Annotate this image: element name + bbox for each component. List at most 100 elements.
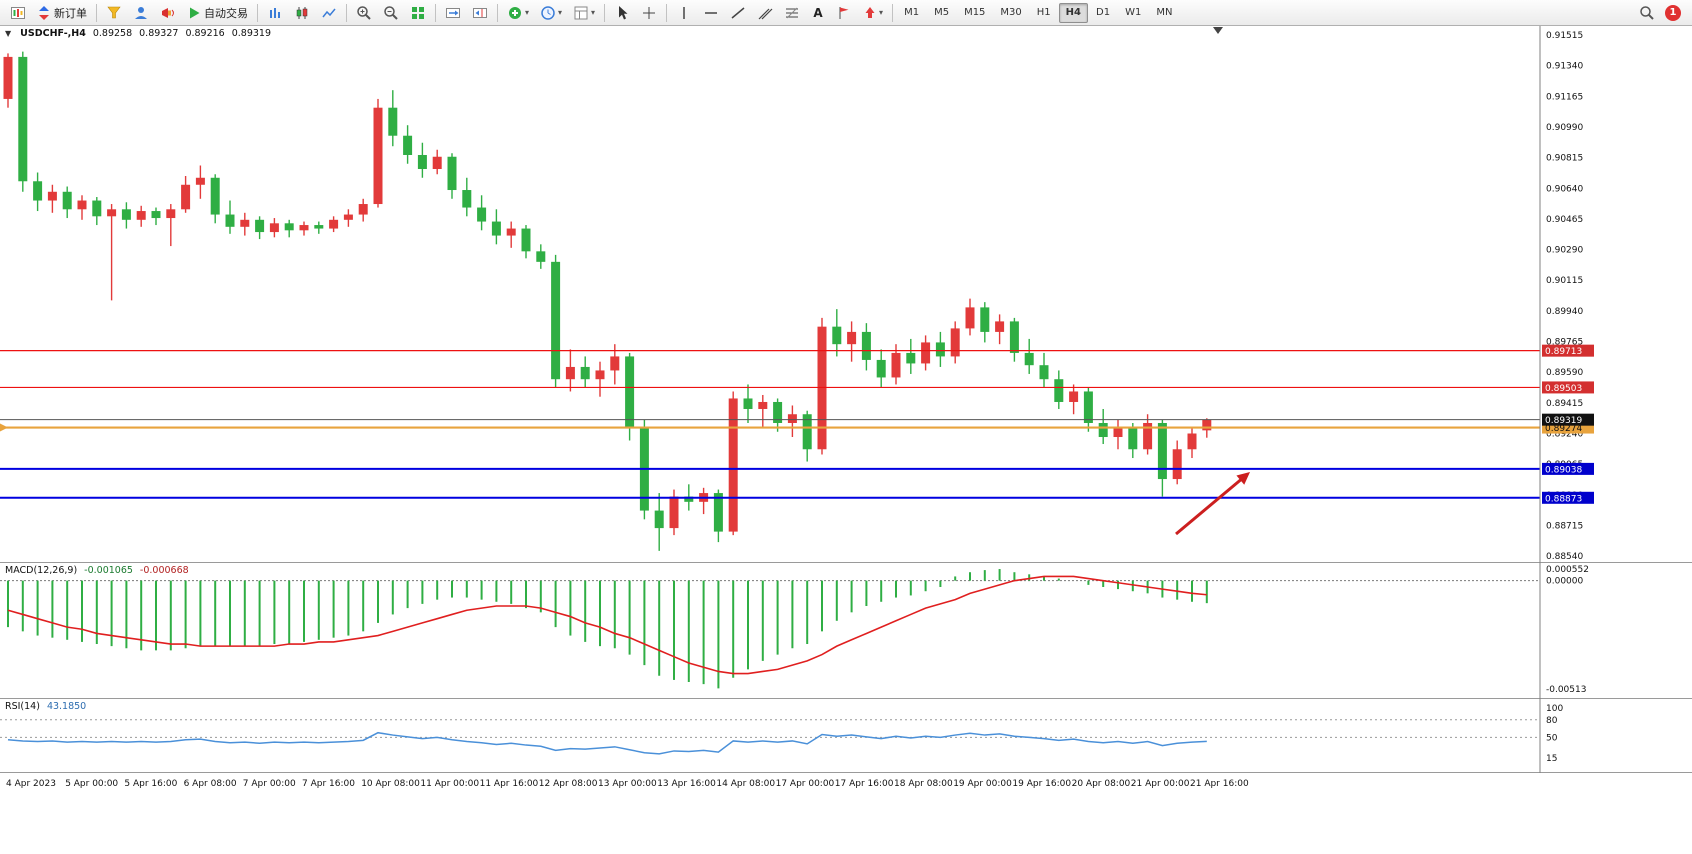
time-axis[interactable]: 4 Apr 2023 5 Apr 00:00 5 Apr 16:00 6 Apr 08… — [0, 773, 1692, 795]
rsi-plot[interactable]: 100 80 50 15 — [0, 699, 1692, 773]
new-chart-button[interactable] — [5, 2, 31, 24]
tile-windows-icon — [412, 6, 424, 19]
candle-body — [906, 352, 916, 364]
svg-text:0.90815: 0.90815 — [1546, 154, 1583, 164]
macd-signal-line — [7, 575, 1207, 675]
candle-body — [758, 401, 768, 409]
crosshair-icon — [643, 6, 656, 19]
svg-text:0.89240: 0.89240 — [1546, 430, 1583, 440]
candle-body — [1172, 449, 1182, 480]
timeframe-h4-button[interactable]: H4 — [1058, 2, 1088, 23]
candle-body — [269, 223, 279, 233]
svg-text:15: 15 — [1546, 754, 1557, 764]
svg-text:80: 80 — [1546, 716, 1558, 726]
candlestick-chart-button[interactable] — [289, 2, 315, 24]
macd-plot[interactable]: 0.000552 0.00000 -0.00513 — [0, 563, 1692, 699]
candle-body — [876, 359, 886, 378]
time-label: 17 Apr 00:00 — [776, 779, 835, 789]
timeframe-mn-button[interactable]: MN — [1156, 7, 1173, 18]
trendline-button[interactable] — [725, 2, 751, 24]
templates-button[interactable]: ▾ — [568, 2, 600, 24]
arrows-tool-button[interactable]: ▾ — [858, 2, 888, 24]
timeframe-m30-button[interactable]: M30 — [1000, 7, 1022, 18]
candlestick-plot[interactable]: 0.91515 0.91340 0.91165 0.90990 0.90815 0.906… — [0, 26, 1692, 563]
new-order-button[interactable]: 新订单 — [32, 2, 92, 24]
chart-shift-marker[interactable] — [1213, 27, 1223, 34]
time-label: 5 Apr 16:00 — [124, 779, 177, 789]
time-label: 21 Apr 16:00 — [1190, 779, 1249, 789]
chevron-down-icon: ▾ — [879, 8, 884, 17]
market-watch-button[interactable] — [101, 2, 127, 24]
candle-body — [255, 219, 265, 233]
search-button[interactable] — [1634, 2, 1660, 24]
timeframe-m1-button[interactable]: M1 — [904, 7, 920, 18]
channel-button[interactable] — [752, 2, 778, 24]
notification-badge[interactable]: 1 — [1665, 4, 1681, 21]
zoom-out-button[interactable] — [378, 2, 404, 24]
resistance-line-1-badge — [1542, 344, 1594, 357]
ohlc-low: 0.89216 — [185, 28, 225, 39]
timeframe-w1-button[interactable]: W1 — [1125, 7, 1142, 18]
toolbar-separator — [346, 3, 347, 22]
pivot-line-gold-marker — [0, 423, 8, 432]
candle-body — [343, 214, 353, 220]
autotrading-button[interactable]: 自动交易 — [182, 2, 253, 24]
bar-chart-button[interactable] — [262, 2, 288, 24]
navigator-button[interactable] — [128, 2, 154, 24]
time-label: 6 Apr 08:00 — [184, 779, 237, 789]
candle-body — [181, 184, 191, 210]
candle-body — [491, 221, 501, 236]
candle-body — [1039, 365, 1049, 380]
person-icon — [135, 6, 147, 19]
svg-text:0.90990: 0.90990 — [1546, 123, 1583, 133]
text-tool-button[interactable]: A — [806, 2, 830, 24]
candle-body — [33, 181, 43, 201]
support-line-1-badge — [1542, 462, 1594, 475]
candle-body — [1202, 419, 1212, 431]
candle-body — [195, 177, 205, 185]
bid-price-line-badge — [1542, 413, 1594, 426]
symbol-title: USDCHF-,H4 — [20, 28, 86, 39]
label-tool-button[interactable] — [831, 2, 857, 24]
auto-scroll-icon — [446, 7, 460, 18]
chart-shift-button[interactable] — [467, 2, 493, 24]
candle-body — [314, 225, 324, 229]
tile-windows-button[interactable] — [405, 2, 431, 24]
one-click-trading-toggle[interactable]: ▼ — [5, 29, 12, 38]
candle-body — [18, 56, 28, 182]
candle-body — [447, 156, 457, 191]
zoom-in-button[interactable] — [351, 2, 377, 24]
candle-body — [62, 191, 72, 210]
candle-body — [921, 342, 931, 364]
timeframe-m15-button[interactable]: M15 — [964, 7, 986, 18]
cursor-button[interactable] — [609, 2, 635, 24]
chevron-down-icon: ▾ — [591, 8, 596, 17]
horizontal-line-button[interactable] — [698, 2, 724, 24]
time-label: 19 Apr 00:00 — [953, 779, 1012, 789]
line-chart-button[interactable] — [316, 2, 342, 24]
candle-body — [1009, 321, 1019, 353]
toolbar-separator — [604, 3, 606, 22]
candle-body — [388, 107, 398, 136]
candle-body — [1128, 426, 1138, 450]
timeframe-d1-button[interactable]: D1 — [1096, 7, 1111, 18]
timeframe-m5-button[interactable]: M5 — [934, 7, 950, 18]
timeframe-h1-button[interactable]: H1 — [1036, 7, 1051, 18]
ohlc-close: 0.89319 — [231, 28, 272, 39]
periods-button[interactable]: ▾ — [535, 2, 567, 24]
window-background — [0, 795, 1692, 854]
candle-body — [1083, 391, 1093, 423]
vertical-line-button[interactable] — [671, 2, 697, 24]
alerts-button[interactable] — [155, 2, 181, 24]
fibonacci-button[interactable] — [779, 2, 805, 24]
indicators-button[interactable]: ▾ — [502, 2, 534, 24]
auto-scroll-button[interactable] — [440, 2, 466, 24]
candlestick-icon — [296, 6, 308, 19]
crosshair-button[interactable] — [636, 2, 662, 24]
candle-body — [580, 366, 590, 380]
candle-body — [654, 510, 664, 529]
main-chart-panel: ▼ USDCHF-,H4 0.89258 0.89327 0.89216 0.8… — [0, 26, 1692, 563]
candle-body — [773, 401, 783, 423]
trend-arrow-annotation[interactable] — [1175, 474, 1247, 536]
candle-body — [832, 326, 842, 345]
